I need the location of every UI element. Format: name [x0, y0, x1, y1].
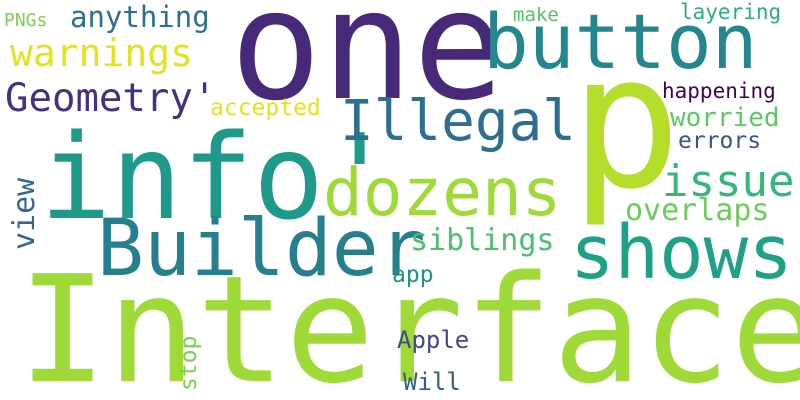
word-accepted: accepted — [210, 95, 321, 121]
word-will: Will — [403, 368, 461, 396]
word-warnings: warnings — [10, 31, 194, 75]
word-stop: stop — [176, 335, 202, 391]
word-p: p — [570, 14, 682, 230]
word-dozens: dozens — [323, 154, 562, 231]
word-layering: layering — [680, 0, 782, 24]
word-builder: Builder — [97, 204, 426, 294]
word-illegal: Illegal — [340, 89, 577, 154]
word-overlaps: overlaps — [625, 193, 770, 228]
word-interface: Interface — [18, 244, 800, 400]
word-errors: errors — [678, 128, 762, 154]
word-apple: Apple — [397, 326, 470, 354]
word-pngs: PNGs — [4, 10, 48, 31]
word-happening: happening — [662, 79, 776, 103]
word-geometry: Geometry' — [5, 76, 217, 121]
word-one: one — [230, 0, 505, 134]
word-siblings: siblings — [410, 223, 555, 258]
word-info: info' — [40, 108, 396, 246]
word-app: app — [392, 262, 434, 288]
word-worried: worried — [670, 103, 780, 133]
word-button: button — [483, 0, 758, 86]
word-anything: anything — [70, 0, 210, 34]
word-shows: shows — [570, 210, 793, 296]
word-make: make — [513, 4, 559, 26]
word-issue: issue — [662, 156, 795, 207]
word-view: view — [7, 177, 42, 250]
